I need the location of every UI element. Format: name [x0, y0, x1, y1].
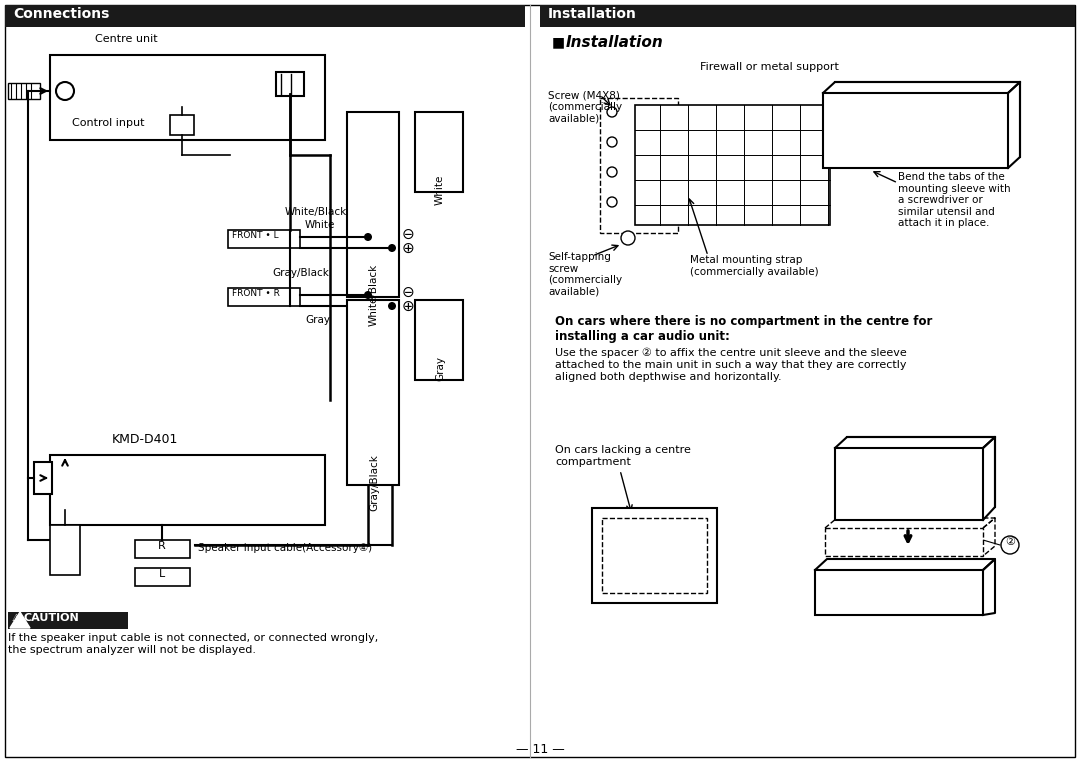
Text: ⊖: ⊖ — [402, 226, 415, 242]
Bar — [228, 288, 300, 306]
Text: Gray/Black: Gray/Black — [369, 455, 379, 511]
Text: ⊕: ⊕ — [402, 299, 415, 313]
Text: Gray/Black: Gray/Black — [272, 268, 329, 278]
Bar — [540, 5, 1075, 27]
Text: Speaker input cable(Accessory④): Speaker input cable(Accessory④) — [198, 543, 373, 553]
Circle shape — [388, 244, 396, 252]
Text: KMD-D401: KMD-D401 — [112, 433, 178, 446]
Text: Installation: Installation — [548, 7, 637, 21]
Text: Bend the tabs of the
mounting sleeve with
a screwdriver or
similar utensil and
a: Bend the tabs of the mounting sleeve wit… — [897, 172, 1011, 229]
Text: Firewall or metal support: Firewall or metal support — [700, 62, 839, 72]
Bar — [823, 93, 1008, 168]
Bar — [8, 612, 129, 629]
Text: Metal mounting strap
(commercially available): Metal mounting strap (commercially avail… — [690, 255, 819, 277]
Text: installing a car audio unit:: installing a car audio unit: — [555, 330, 730, 343]
Circle shape — [56, 82, 75, 100]
Text: White/Black: White/Black — [285, 207, 348, 217]
Text: If the speaker input cable is not connected, or connected wrongly,
the spectrum : If the speaker input cable is not connec… — [8, 633, 378, 655]
Bar — [825, 528, 983, 556]
Text: Installation: Installation — [566, 35, 664, 50]
Bar — [592, 508, 717, 603]
Text: FRONT • R: FRONT • R — [232, 289, 280, 298]
Text: ⊕: ⊕ — [402, 241, 415, 255]
Bar — [228, 230, 300, 248]
Polygon shape — [10, 612, 30, 628]
Bar — [50, 55, 325, 140]
Bar — [5, 5, 525, 27]
Text: On cars where there is no compartment in the centre for: On cars where there is no compartment in… — [555, 315, 932, 328]
Bar — [170, 115, 194, 135]
Text: Screw (M4X8)
(commercially
available): Screw (M4X8) (commercially available) — [548, 90, 622, 123]
Text: Connections: Connections — [13, 7, 109, 21]
Text: Gray: Gray — [435, 356, 445, 380]
Text: — 11 —: — 11 — — [515, 743, 565, 756]
Text: White: White — [435, 174, 445, 205]
Bar — [600, 98, 678, 233]
Circle shape — [607, 107, 617, 117]
Bar — [347, 112, 399, 297]
Bar — [602, 518, 707, 593]
Bar — [415, 300, 463, 380]
Bar — [135, 540, 190, 558]
Text: FRONT • L: FRONT • L — [232, 231, 279, 240]
Bar — [815, 570, 983, 615]
Text: L: L — [159, 569, 165, 579]
Circle shape — [364, 291, 372, 299]
Text: Control input: Control input — [72, 118, 145, 128]
Bar — [276, 72, 303, 96]
Bar — [33, 462, 52, 494]
Bar — [50, 525, 80, 575]
Text: Centre unit: Centre unit — [95, 34, 158, 44]
Text: CAUTION: CAUTION — [23, 613, 79, 623]
Circle shape — [607, 137, 617, 147]
Text: ⊖: ⊖ — [402, 284, 415, 299]
Bar — [135, 568, 190, 586]
Circle shape — [364, 233, 372, 241]
Text: White: White — [305, 220, 336, 230]
Circle shape — [607, 167, 617, 177]
Text: ⚠: ⚠ — [12, 613, 21, 623]
Bar — [8, 83, 40, 99]
Text: White/Black: White/Black — [369, 264, 379, 326]
Text: R: R — [158, 541, 166, 551]
Bar — [548, 308, 1070, 723]
Bar — [50, 455, 325, 525]
Bar — [635, 105, 831, 225]
Circle shape — [388, 302, 396, 310]
Text: Gray: Gray — [305, 315, 330, 325]
Circle shape — [607, 197, 617, 207]
Bar — [415, 112, 463, 192]
Text: Use the spacer ② to affix the centre unit sleeve and the sleeve
attached to the : Use the spacer ② to affix the centre uni… — [555, 348, 907, 382]
Text: Self-tapping
screw
(commercially
available): Self-tapping screw (commercially availab… — [548, 252, 622, 297]
Circle shape — [1001, 536, 1020, 554]
Text: ■: ■ — [552, 35, 565, 49]
Bar — [347, 300, 399, 485]
Bar — [835, 448, 983, 520]
Text: ②: ② — [1005, 537, 1015, 547]
Circle shape — [621, 231, 635, 245]
Text: On cars lacking a centre
compartment: On cars lacking a centre compartment — [555, 445, 691, 466]
